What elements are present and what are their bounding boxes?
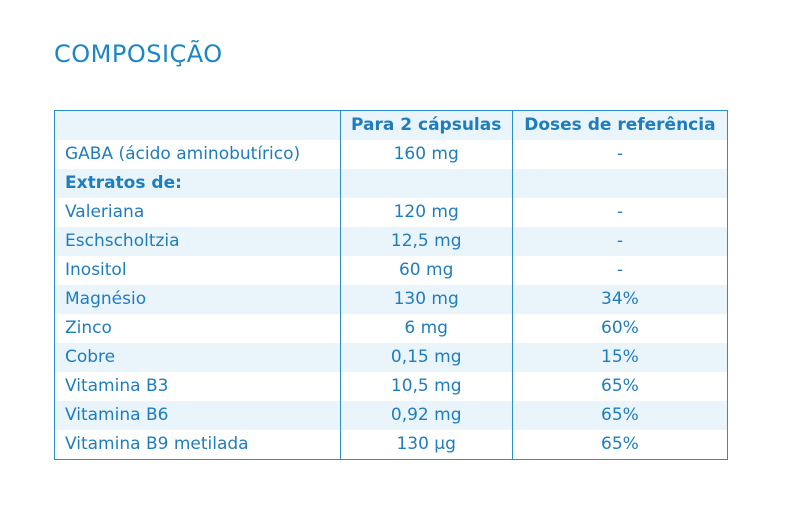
ingredient-name: Inositol xyxy=(54,256,341,285)
ingredient-amount: 10,5 mg xyxy=(340,372,513,401)
ingredient-amount: 60 mg xyxy=(340,256,513,285)
ingredient-reference: 65% xyxy=(601,434,639,454)
header-ingredient xyxy=(54,110,341,140)
ingredient-amount: 120 mg xyxy=(340,198,513,227)
ingredient-reference: 60% xyxy=(601,318,639,338)
ingredient-reference: 34% xyxy=(512,285,728,314)
ingredient-reference: - xyxy=(616,260,623,280)
composition-table: Para 2 cápsulas Doses de referência GABA… xyxy=(54,110,728,460)
ingredient-reference xyxy=(512,169,728,198)
table-row: Inositol 60 mg - xyxy=(54,256,728,285)
table-row: Cobre 0,15 mg 15% xyxy=(54,343,728,372)
ingredient-amount: 0,92 mg xyxy=(340,401,513,430)
ingredient-name: Cobre xyxy=(54,343,341,372)
table-row: Zinco 6 mg 60% xyxy=(54,314,728,343)
ingredient-reference: - xyxy=(512,227,728,256)
table-row: Vitamina B9 metilada 130 µg 65% xyxy=(54,430,728,460)
ingredient-amount: 130 µg xyxy=(340,430,513,460)
ingredient-reference: 65% xyxy=(601,376,639,396)
table-row: Magnésio 130 mg 34% xyxy=(54,285,728,314)
table-header-row: Para 2 cápsulas Doses de referência xyxy=(54,110,728,140)
header-per-2-capsules: Para 2 cápsulas xyxy=(340,110,513,140)
ingredient-amount: 6 mg xyxy=(340,314,513,343)
ingredient-reference: 65% xyxy=(512,401,728,430)
ingredient-name: Extratos de: xyxy=(54,169,341,198)
table-row: Vitamina B6 0,92 mg 65% xyxy=(54,401,728,430)
ingredient-name: Vitamina B3 xyxy=(54,372,341,401)
ingredient-name: Eschscholtzia xyxy=(54,227,341,256)
table-row: Extratos de: xyxy=(54,169,728,198)
table-row: Vitamina B3 10,5 mg 65% xyxy=(54,372,728,401)
ingredient-name: Zinco xyxy=(54,314,341,343)
ingredient-reference: 15% xyxy=(512,343,728,372)
ingredient-amount: 0,15 mg xyxy=(340,343,513,372)
ingredient-amount xyxy=(340,169,513,198)
table-row: Valeriana 120 mg - xyxy=(54,198,728,227)
ingredient-name: Vitamina B6 xyxy=(54,401,341,430)
header-reference-doses: Doses de referência xyxy=(512,110,728,140)
page-title: COMPOSIÇÃO xyxy=(54,40,223,68)
ingredient-name: Vitamina B9 metilada xyxy=(54,430,341,460)
ingredient-amount: 160 mg xyxy=(340,140,513,169)
ingredient-reference: - xyxy=(616,144,623,164)
ingredient-amount: 130 mg xyxy=(340,285,513,314)
ingredient-reference: - xyxy=(616,202,623,222)
table-row: Eschscholtzia 12,5 mg - xyxy=(54,227,728,256)
ingredient-name: GABA (ácido aminobutírico) xyxy=(54,140,341,169)
ingredient-amount: 12,5 mg xyxy=(340,227,513,256)
ingredient-name: Valeriana xyxy=(54,198,341,227)
ingredient-name: Magnésio xyxy=(54,285,341,314)
table-row: GABA (ácido aminobutírico) 160 mg - xyxy=(54,140,728,169)
